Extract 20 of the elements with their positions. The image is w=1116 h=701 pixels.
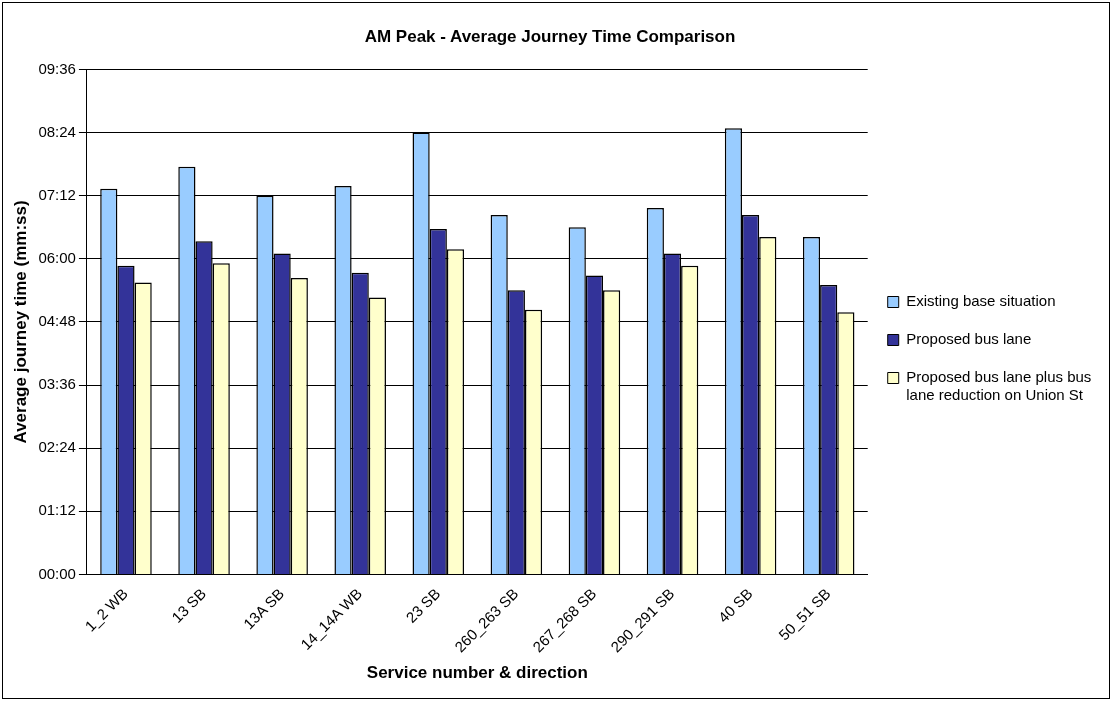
x-tick-label: 13A SB — [239, 584, 288, 633]
x-axis-title: Service number & direction — [366, 663, 588, 683]
x-tick-label: 40 SB — [714, 584, 756, 626]
y-axis-title: Average journey time (mm:ss) — [10, 200, 30, 444]
y-tick-label: 04:48 — [38, 312, 76, 330]
y-tick-label: 09:36 — [38, 59, 76, 77]
y-tick-label: 07:12 — [38, 185, 76, 203]
x-tick-label: 1_2 WB — [81, 584, 132, 635]
y-tick-label: 02:24 — [38, 438, 76, 456]
legend-label: Proposed bus lane plus bus lane reduction on Union St — [906, 368, 1092, 404]
x-tick-label: 23 SB — [402, 584, 444, 626]
legend-label: Existing base situation — [906, 292, 1056, 310]
legend-label: Proposed bus lane — [906, 330, 1032, 348]
y-tick-label: 01:12 — [38, 501, 76, 519]
y-tick-label: 03:36 — [38, 375, 76, 393]
x-tick-label: 13 SB — [168, 584, 210, 626]
chart-title: AM Peak - Average Journey Time Comparison — [364, 26, 736, 46]
y-tick-label: 00:00 — [38, 564, 76, 582]
y-tick-label: 08:24 — [38, 122, 76, 140]
y-tick-label: 06:00 — [38, 248, 76, 266]
